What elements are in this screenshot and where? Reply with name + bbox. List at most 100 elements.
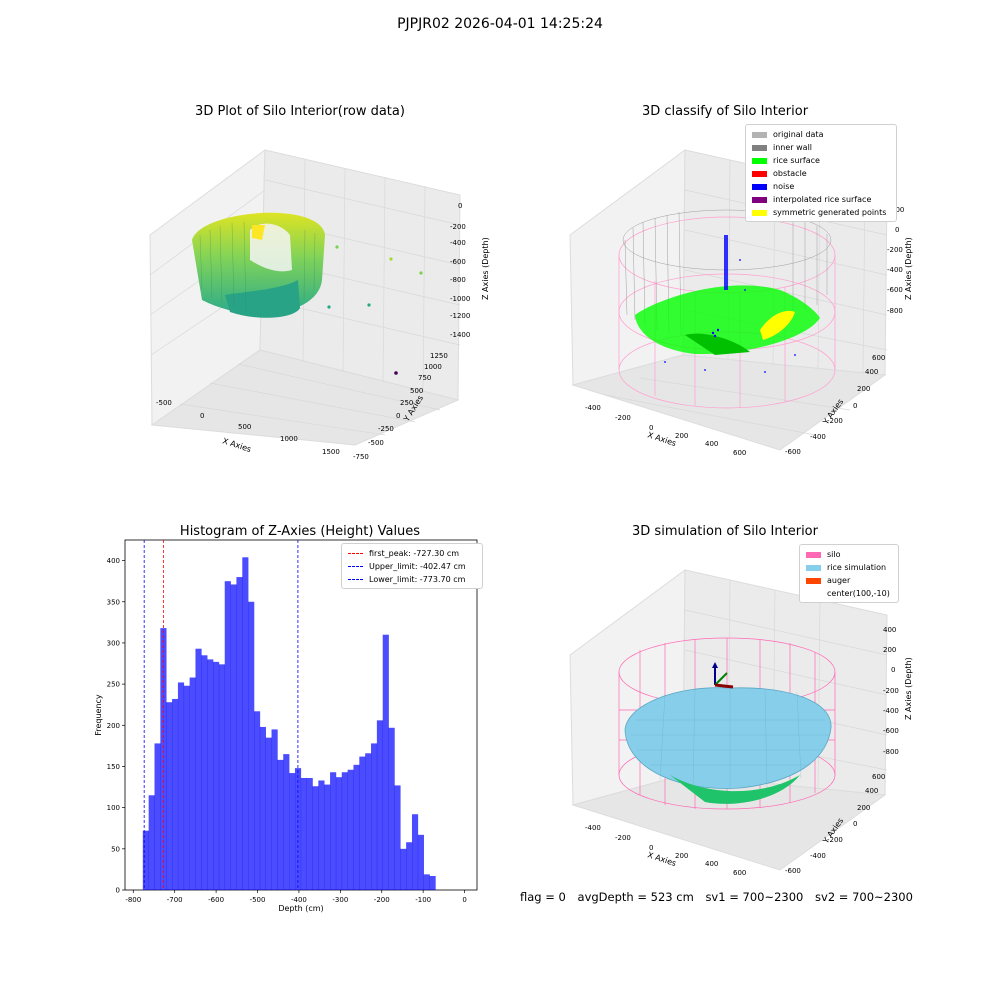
svg-text:-200: -200	[887, 246, 903, 254]
svg-text:-600: -600	[883, 727, 899, 735]
svg-text:-750: -750	[353, 453, 369, 461]
svg-text:0: 0	[891, 666, 895, 674]
histogram-bar	[318, 780, 325, 890]
svg-text:750: 750	[418, 374, 431, 382]
legend-item: silo	[806, 548, 892, 561]
raw-xlabel: X Axies	[221, 436, 252, 454]
histogram-bar	[365, 753, 372, 890]
figure-title: PJPJR02 2026-04-01 14:25:24	[397, 16, 603, 32]
legend-item: noise	[752, 180, 890, 193]
svg-text:-200: -200	[827, 836, 843, 844]
x-tick-label: -800	[125, 896, 141, 904]
histogram-bar	[148, 795, 155, 890]
histogram-bar	[242, 557, 249, 890]
status-footer: flag = 0 avgDepth = 523 cm sv1 = 700~230…	[520, 890, 921, 904]
histogram-bar	[411, 814, 419, 890]
svg-text:400: 400	[883, 626, 896, 634]
svg-text:200: 200	[891, 206, 904, 214]
histogram-yticks: 0 50 100 150 200 250 300 350 400	[107, 557, 125, 895]
y-tick-label: 100	[107, 804, 120, 812]
svg-text:-200: -200	[615, 834, 631, 842]
histogram-bar	[324, 784, 331, 890]
histogram-limit-lines	[143, 540, 299, 890]
histogram-bar	[201, 655, 208, 890]
classify-legend: original data inner wall rice surface ob…	[745, 124, 897, 222]
histogram-bar	[388, 727, 395, 890]
svg-text:-800: -800	[887, 307, 903, 315]
y-tick-label: 0	[116, 887, 120, 895]
histogram-bar	[224, 581, 231, 890]
svg-text:600: 600	[733, 869, 746, 877]
svg-text:500: 500	[410, 387, 423, 395]
simulation-legend: silo rice simulation auger center(100,-1…	[799, 544, 899, 603]
svg-text:400: 400	[705, 440, 718, 448]
svg-text:-800: -800	[883, 748, 899, 756]
svg-text:-600: -600	[785, 867, 801, 875]
histogram-bar	[283, 754, 290, 890]
histogram-bar	[406, 842, 413, 890]
svg-text:-400: -400	[450, 239, 466, 247]
histogram-bar	[335, 777, 343, 890]
svg-text:-200: -200	[883, 687, 899, 695]
legend-item: rice surface	[752, 154, 890, 167]
y-tick-label: 400	[107, 557, 120, 565]
histogram-bar	[218, 664, 226, 890]
svg-text:200: 200	[883, 646, 896, 654]
histogram-xticks: -800 -700 -600 -500 -400 -300 -200 -100 0	[125, 890, 467, 904]
histogram-bar	[341, 772, 348, 890]
histogram-ylabel: Frequency	[94, 694, 103, 736]
svg-text:200: 200	[675, 852, 688, 860]
histogram-bar	[306, 778, 313, 890]
svg-text:-400: -400	[585, 404, 601, 412]
histogram-bar	[376, 720, 384, 890]
histogram-bar	[294, 768, 302, 890]
svg-text:200: 200	[857, 804, 870, 812]
histogram-bar	[183, 685, 190, 890]
legend-item: center(100,-10)	[827, 589, 890, 598]
svg-text:250: 250	[400, 399, 413, 407]
svg-text:0: 0	[853, 402, 857, 410]
x-tick-label: -200	[374, 896, 390, 904]
histogram-bar	[423, 874, 430, 890]
svg-text:0: 0	[649, 844, 653, 852]
histogram-bar	[213, 661, 220, 890]
svg-text:-800: -800	[450, 276, 466, 284]
x-tick-label: -600	[208, 896, 224, 904]
histogram-bar	[142, 830, 149, 890]
svg-text:-400: -400	[585, 824, 601, 832]
svg-text:-400: -400	[883, 707, 899, 715]
sv2-value: sv2 = 700~2300	[815, 890, 913, 904]
histogram-bar	[172, 698, 179, 890]
histogram-bar	[330, 772, 337, 890]
legend-item: auger	[806, 574, 892, 587]
svg-text:0: 0	[200, 412, 204, 420]
histogram-bar	[382, 634, 389, 890]
histogram-bar	[277, 759, 284, 890]
histogram-bar	[230, 584, 237, 890]
svg-text:-600: -600	[785, 448, 801, 456]
histogram-bar	[177, 682, 185, 890]
classify-plot-title: 3D classify of Silo Interior	[641, 104, 809, 119]
simulation-zlabel: Z Axies (Depth)	[904, 657, 913, 720]
classify-xlabel: X Axies	[646, 430, 677, 448]
histogram-bar	[265, 737, 272, 890]
simulation-3d-plot: -400 -200 0 200 400 600 -600 -400 -200 0…	[569, 569, 913, 877]
legend-item: Lower_limit: -773.70 cm	[348, 573, 476, 586]
simulation-plot-title: 3D simulation of Silo Interior	[632, 524, 818, 539]
raw-xtick: -500	[156, 399, 172, 407]
histogram-bar	[236, 577, 243, 890]
svg-text:-1200: -1200	[450, 312, 470, 320]
svg-text:0: 0	[458, 202, 462, 210]
classify-zlabel: Z Axies (Depth)	[904, 237, 913, 300]
histogram-bar	[359, 756, 366, 890]
avg-depth-value: avgDepth = 523 cm	[577, 890, 694, 904]
svg-text:0: 0	[853, 820, 857, 828]
svg-text:1250: 1250	[430, 352, 448, 360]
svg-text:-200: -200	[450, 223, 466, 231]
histogram-bar	[312, 786, 319, 890]
legend-item: obstacle	[752, 167, 890, 180]
histogram-chart: -800 -700 -600 -500 -400 -300 -200 -100 0 0 50 100…	[94, 539, 478, 913]
x-tick-label: -500	[250, 896, 266, 904]
svg-text:600: 600	[872, 773, 885, 781]
legend-item: first_peak: -727.30 cm	[348, 547, 476, 560]
